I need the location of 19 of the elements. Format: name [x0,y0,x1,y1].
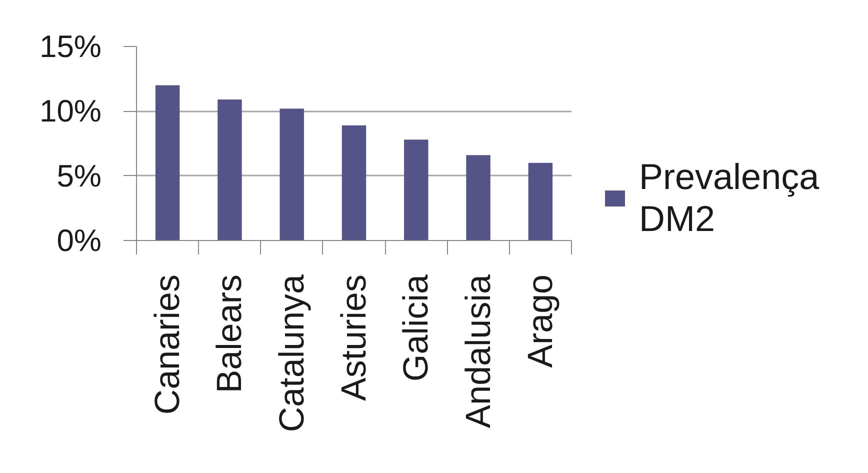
bar [342,125,366,240]
y-tick-label: 15% [39,29,102,64]
bar [466,155,490,240]
x-tick-label: Galicia [396,274,436,382]
bar [404,140,428,240]
y-tick-label: 10% [39,94,102,129]
bar [218,100,242,240]
legend-label: Prevalença DM2 [639,156,820,240]
bar [528,162,553,240]
x-tick-label: Asturies [334,274,374,401]
x-tick-label: Canaries [148,274,188,415]
x-tick-label: Andalusia [458,274,498,428]
x-tick-label: Balears [210,274,250,394]
bar [280,108,304,240]
bar [155,85,180,240]
x-tick-label: Arago [520,274,560,368]
y-tick-label: 5% [56,158,102,194]
x-tick-label: Catalunya [272,274,312,432]
y-tick-label: 0% [56,223,102,258]
